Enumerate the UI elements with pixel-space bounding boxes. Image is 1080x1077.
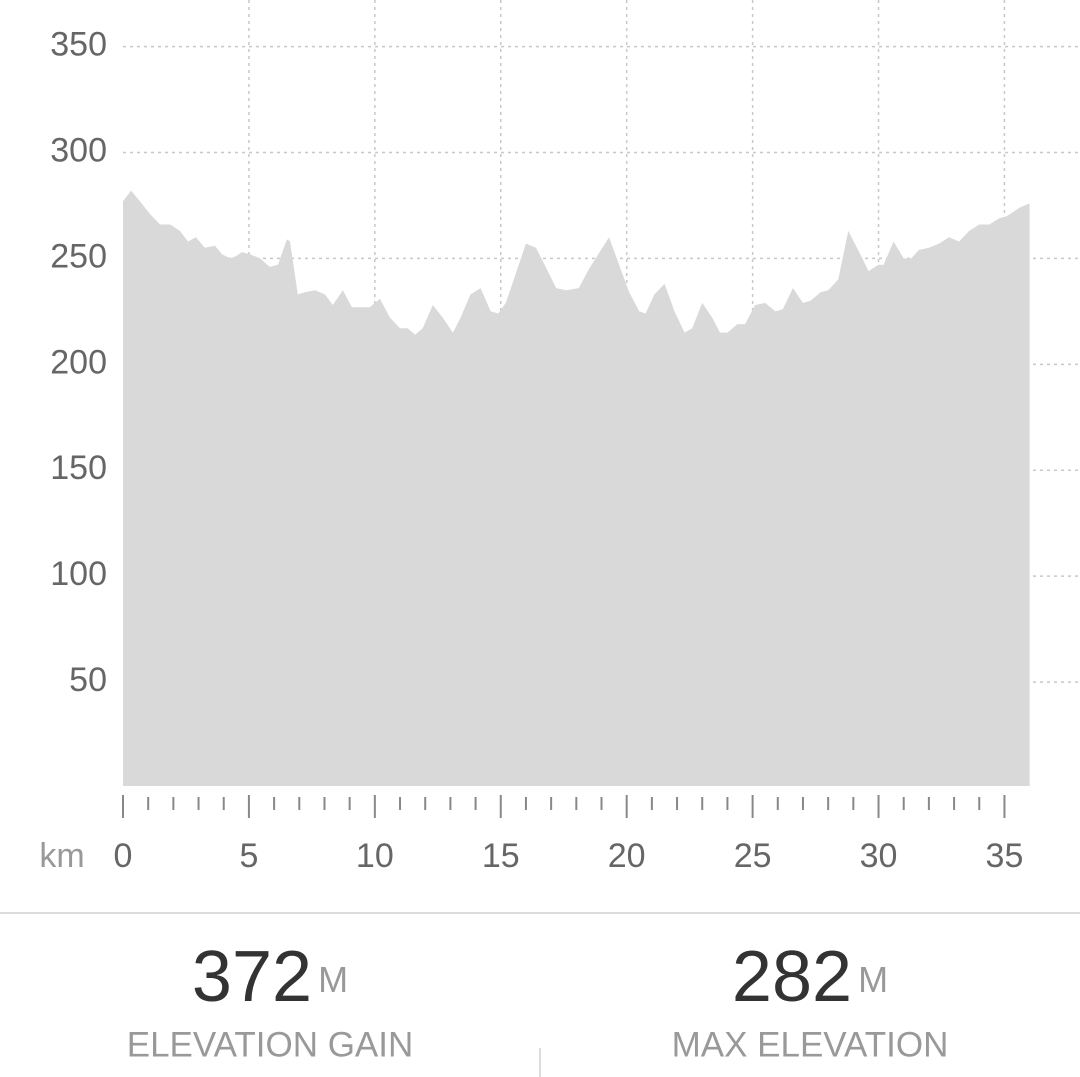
x-axis-label: km: [39, 837, 84, 875]
x-tick-label: 10: [356, 837, 394, 875]
stat-value-group: 372 M: [192, 937, 348, 1017]
elevation-area: [123, 190, 1030, 787]
stat-unit: M: [318, 959, 348, 1000]
stat-value: 282: [732, 937, 852, 1017]
x-tick-label: 20: [608, 837, 646, 875]
x-tick-label: 30: [860, 837, 898, 875]
stat-unit: M: [858, 959, 888, 1000]
x-tick-label: 0: [114, 837, 133, 875]
y-tick-label: 150: [50, 449, 107, 487]
stat-label: MAX ELEVATION: [672, 1025, 949, 1064]
y-tick-label: 350: [50, 26, 107, 64]
x-tick-label: 25: [734, 837, 772, 875]
x-tick-label: 15: [482, 837, 520, 875]
y-tick-label: 50: [69, 661, 107, 699]
y-tick-label: 250: [50, 237, 107, 275]
y-tick-label: 200: [50, 343, 107, 381]
stat-value-group: 282 M: [732, 937, 888, 1017]
y-tick-label: 300: [50, 132, 107, 170]
x-tick-label: 5: [239, 837, 258, 875]
stat-label: ELEVATION GAIN: [127, 1025, 414, 1064]
x-tick-label: 35: [986, 837, 1024, 875]
stat-value: 372: [192, 937, 312, 1017]
y-tick-label: 100: [50, 555, 107, 593]
